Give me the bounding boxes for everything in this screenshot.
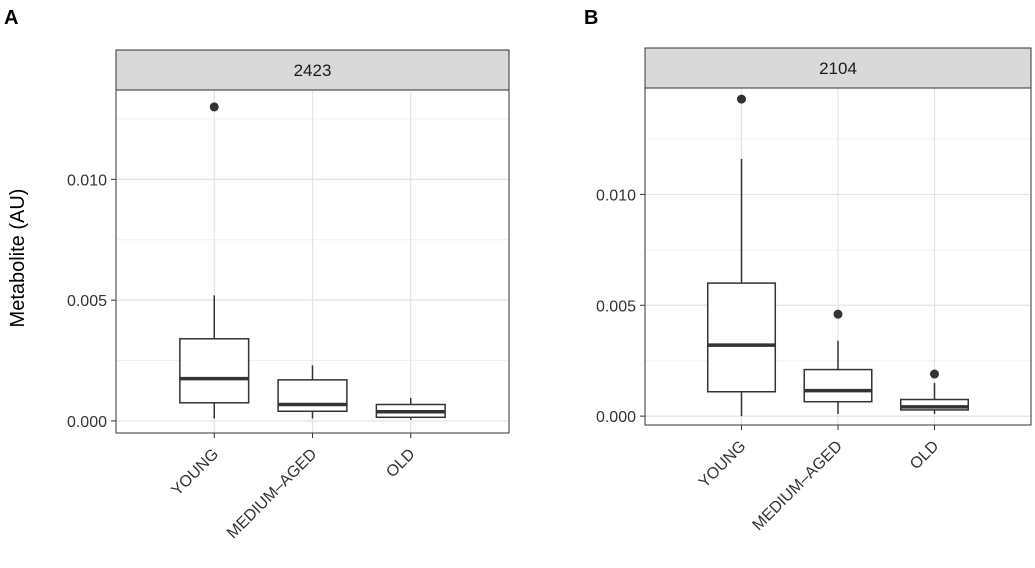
x-tick-label: MEDIUM–AGED [224,446,320,542]
y-tick-label: 0.010 [596,187,636,204]
y-tick-label: 0.000 [596,409,636,426]
outlier-point [930,369,939,379]
box-young [706,94,777,417]
box-old [899,369,970,414]
box-medium-aged [277,365,348,419]
outlier-point [209,102,219,112]
panel-b: B 2104 0.000 0.005 0.010 YOUNG MEDIUM–AGED OL… [584,7,1032,534]
box-iqr [706,282,777,393]
x-tick-label: MEDIUM–AGED [750,438,846,534]
y-tick-label: 0.005 [67,293,107,310]
outlier-point [737,94,746,104]
box-medium-aged [803,309,873,414]
outlier-point [833,309,843,319]
box-iqr [179,338,250,404]
panel-a: A Metabolite (AU) 2423 0.000 0.005 0.010 YO… [4,7,510,542]
box-young [179,102,250,419]
box-old [375,397,446,420]
x-tick-label: YOUNG [696,438,750,492]
box-iqr [803,368,873,403]
facet-strip-a: 2423 [115,49,510,91]
x-tick-label: OLD [383,446,418,481]
panel-letter-a: A [4,7,18,29]
y-axis-title: Metabolite (AU) [7,189,29,328]
y-tick-label: 0.000 [67,414,107,431]
x-tick-label: OLD [907,438,942,473]
y-tick-label: 0.005 [596,298,636,315]
box-iqr [277,379,348,413]
facet-label-a: 2423 [294,61,332,80]
panel-letter-b: B [584,7,598,29]
y-tick-label: 0.010 [67,172,107,189]
box-iqr [899,398,970,411]
x-tick-label: YOUNG [169,446,223,500]
facet-strip-b: 2104 [644,47,1032,89]
plot-area-b: 0.000 0.005 0.010 YOUNG MEDIUM–AGED OLD [596,87,1032,534]
plot-area-a: 0.000 0.005 0.010 YOUNG MEDIUM–AGED OLD [67,89,510,542]
facet-label-b: 2104 [819,59,857,78]
